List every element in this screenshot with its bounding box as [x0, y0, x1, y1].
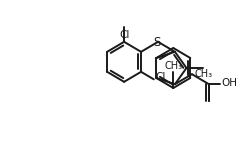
Text: Cl: Cl [156, 72, 166, 82]
Text: CH₃: CH₃ [194, 69, 212, 79]
Text: OH: OH [221, 78, 237, 88]
Text: Cl: Cl [119, 30, 129, 40]
Text: S: S [153, 36, 161, 49]
Text: CH₃: CH₃ [164, 61, 182, 71]
